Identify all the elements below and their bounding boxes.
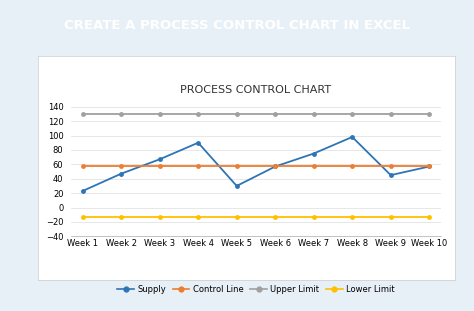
Control Line — [157, 164, 163, 168]
Title: PROCESS CONTROL CHART: PROCESS CONTROL CHART — [181, 85, 331, 95]
Line: Control Line: Control Line — [80, 163, 432, 168]
Control Line — [118, 164, 124, 168]
Upper Limit — [195, 112, 201, 116]
Supply — [311, 152, 317, 156]
Lower Limit — [349, 215, 355, 219]
Upper Limit — [273, 112, 278, 116]
Supply — [273, 165, 278, 168]
Lower Limit — [427, 215, 432, 219]
Control Line — [195, 164, 201, 168]
Upper Limit — [80, 112, 85, 116]
Upper Limit — [157, 112, 163, 116]
Supply — [234, 184, 239, 188]
Control Line — [427, 164, 432, 168]
Supply — [195, 141, 201, 145]
Control Line — [80, 164, 85, 168]
Lower Limit — [311, 215, 317, 219]
Lower Limit — [388, 215, 393, 219]
Control Line — [311, 164, 317, 168]
Lower Limit — [234, 215, 239, 219]
Lower Limit — [273, 215, 278, 219]
Line: Upper Limit: Upper Limit — [80, 112, 432, 116]
Legend: Supply, Control Line, Upper Limit, Lower Limit: Supply, Control Line, Upper Limit, Lower… — [114, 281, 398, 297]
Supply — [349, 135, 355, 139]
Text: CREATE A PROCESS CONTROL CHART IN EXCEL: CREATE A PROCESS CONTROL CHART IN EXCEL — [64, 19, 410, 32]
Supply — [388, 173, 393, 177]
Lower Limit — [195, 215, 201, 219]
Lower Limit — [118, 215, 124, 219]
Supply — [118, 172, 124, 176]
Upper Limit — [234, 112, 239, 116]
Lower Limit — [157, 215, 163, 219]
Line: Supply: Supply — [80, 135, 432, 193]
Control Line — [349, 164, 355, 168]
Upper Limit — [311, 112, 317, 116]
Control Line — [273, 164, 278, 168]
Supply — [157, 157, 163, 161]
Control Line — [388, 164, 393, 168]
Supply — [427, 165, 432, 168]
Supply — [80, 189, 85, 193]
Upper Limit — [118, 112, 124, 116]
Line: Lower Limit: Lower Limit — [80, 215, 432, 219]
Upper Limit — [388, 112, 393, 116]
Upper Limit — [427, 112, 432, 116]
Lower Limit — [80, 215, 85, 219]
Upper Limit — [349, 112, 355, 116]
Control Line — [234, 164, 239, 168]
